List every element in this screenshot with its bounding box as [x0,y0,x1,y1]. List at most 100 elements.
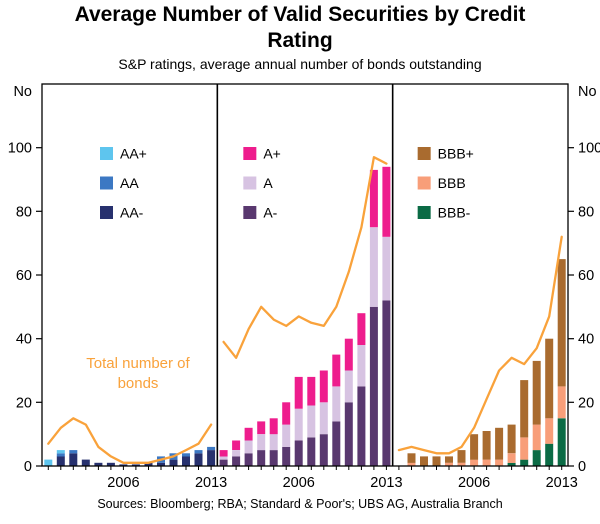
bar-segment-BBB--2013 [557,418,566,467]
bar-segment-BBB+-2002 [420,456,428,466]
sources-note: Sources: Bloomberg; RBA; Standard & Poor… [97,497,503,511]
bar-segment-A+-2011 [357,313,366,345]
bar-segment-AA+-2001 [56,450,65,454]
y-tick-label-right: 60 [578,268,594,284]
y-tick-label-left: 100 [8,141,32,157]
bar-segment-BBB+-2007 [482,431,491,460]
legend-swatch-AA [100,176,113,190]
bar-segment-A+-2013 [382,166,391,237]
bar-segment-BBB-2009 [507,453,516,463]
bar-segment-BBB--2011 [532,450,541,466]
legend-swatch-BBB- [417,206,431,219]
legend-label-AA+: AA+ [120,146,147,162]
bar-segment-A-2007 [307,405,316,438]
bar-segment-A+-2004 [269,418,278,435]
bar-segment-BBB-2013 [557,386,566,419]
legend-label-A: A [263,175,273,191]
bar-segment-A--2006 [294,440,303,466]
y-tick-label-right: 80 [578,204,594,220]
bar-segment-A--2005 [282,446,291,466]
bar-segment-A+-2003 [257,421,266,435]
plot-frame [41,83,569,467]
bar-segment-BBB+-2012 [545,338,554,419]
y-tick-label-left: 60 [16,268,32,284]
bar-segment-A-2010 [344,370,353,403]
bar-segment-BBB--2012 [545,443,554,466]
bar-segment-A-2013 [382,236,391,301]
y-tick-label-right: 40 [578,332,594,348]
bar-segment-A-2005 [282,424,291,447]
y-tick-label-right: 20 [578,395,594,411]
bar-segment-BBB-2010 [520,437,529,460]
bar-segment-A+-2005 [282,402,291,425]
bar-segment-A+-2012 [369,169,378,228]
bar-segment-A-2004 [269,434,278,451]
bar-segment-A+-2006 [294,376,303,409]
bar-segment-AA--2007 [131,464,140,466]
bar-segment-A-2012 [369,227,378,307]
bar-segment-AA-2011 [182,453,190,457]
x-tick-label: 2006 [107,475,139,491]
legend-label-A+: A+ [263,146,281,162]
bar-segment-A-2006 [294,408,303,441]
legend-label-BBB: BBB [438,175,466,191]
bar-segment-A--2007 [307,437,316,466]
bar-segment-BBB+-2001 [407,453,416,463]
bar-segment-A--2008 [319,434,328,466]
bar-segment-BBB+-2011 [532,360,541,425]
bar-segment-BBB-2006 [470,459,479,466]
bar-segment-A+-2007 [307,376,316,406]
bar-segment-BBB+-2008 [495,427,504,460]
bar-segment-BBB-2001 [407,462,416,466]
bar-segment-BBB+-2010 [520,380,529,438]
bar-segment-AA--2004 [94,462,103,466]
bar-segment-A-2001 [232,450,241,457]
y-tick-label-right: 0 [578,459,586,475]
bar-segment-A+-2010 [344,338,353,371]
legend-label-AA-: AA- [120,205,144,221]
bar-segment-BBB+-2005 [457,450,466,463]
bar-segment-AA-2001 [56,453,65,457]
bar-segment-AA--2001 [56,456,65,466]
chart-title: Average Number of Valid Securities by Cr… [74,3,526,52]
legend-swatch-AA+ [100,147,113,160]
bar-segment-BBB-2004 [445,462,453,466]
bar-segment-BBB-2008 [495,459,504,466]
bar-segment-BBB--2010 [520,459,529,466]
y-axis-unit-left: No [13,84,32,100]
y-tick-label-left: 20 [16,395,32,411]
bar-segment-A--2010 [344,402,353,466]
bar-segment-A+-2009 [332,354,341,387]
legend-swatch-BBB+ [417,147,431,160]
legend-label-BBB+: BBB+ [438,146,474,162]
bar-segment-BBB-2005 [457,462,466,466]
bar-segment-AA--2013 [207,450,216,466]
legend-swatch-A [243,176,257,190]
bar-segment-A-2003 [257,434,266,451]
bar-segment-AA--2008 [144,462,153,466]
bar-segment-A-2000 [219,456,228,460]
bar-segment-A--2009 [332,421,341,466]
bar-segment-A+-2001 [232,440,241,450]
bar-segment-BBB-2007 [482,459,491,466]
bar-segment-A-2009 [332,386,341,422]
bar-segment-AA--2012 [194,453,203,466]
bar-segment-AA--2010 [169,459,178,466]
bar-segment-A--2002 [244,453,253,466]
bar-segment-BBB+-2006 [470,434,479,460]
total-bonds-line-AA [47,417,213,464]
bar-segment-AA-2013 [207,446,216,451]
total-bonds-line-BBB [397,235,563,455]
bar-segment-A--2011 [357,386,366,466]
legend-swatch-AA- [100,206,113,219]
x-tick-label: 2013 [370,475,402,491]
bar-segment-BBB+-2013 [557,259,566,387]
total-bonds-line-A [222,156,388,359]
bar-segment-BBB-2011 [532,424,541,451]
bar-segment-BBB--2009 [507,462,516,466]
legend-swatch-BBB [417,176,431,190]
bar-segment-A+-2000 [219,450,228,457]
legend-swatch-A+ [243,147,257,160]
y-tick-label-left: 80 [16,204,32,220]
